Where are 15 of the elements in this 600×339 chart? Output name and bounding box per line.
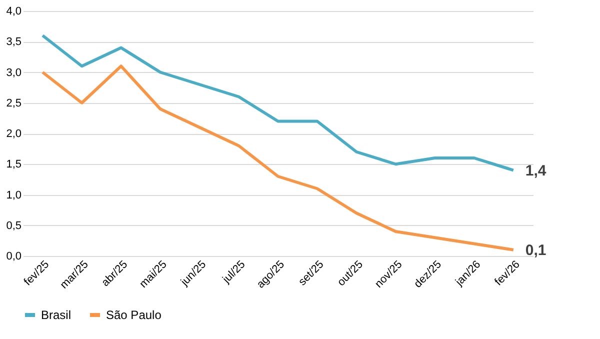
legend-label: São Paulo bbox=[106, 308, 162, 322]
y-tick-label: 4,0 bbox=[6, 6, 22, 18]
y-tick-label: 1,0 bbox=[6, 189, 22, 202]
line-series bbox=[41, 34, 515, 172]
y-tick-label: 3,0 bbox=[6, 66, 22, 79]
y-tick-label: 1,5 bbox=[6, 158, 22, 171]
annotation: 1,4 bbox=[525, 162, 547, 180]
legend-label: Brasil bbox=[41, 308, 72, 322]
y-tick-label: 2,5 bbox=[6, 97, 22, 110]
y-tick-label: 0,5 bbox=[6, 220, 22, 232]
line-series bbox=[41, 64, 515, 252]
y-tick-label: 0,0 bbox=[6, 250, 22, 262]
y-tick-label: 2,0 bbox=[6, 128, 22, 140]
annotation: 0,1 bbox=[525, 242, 546, 259]
y-tick-label: 3,5 bbox=[6, 36, 22, 48]
